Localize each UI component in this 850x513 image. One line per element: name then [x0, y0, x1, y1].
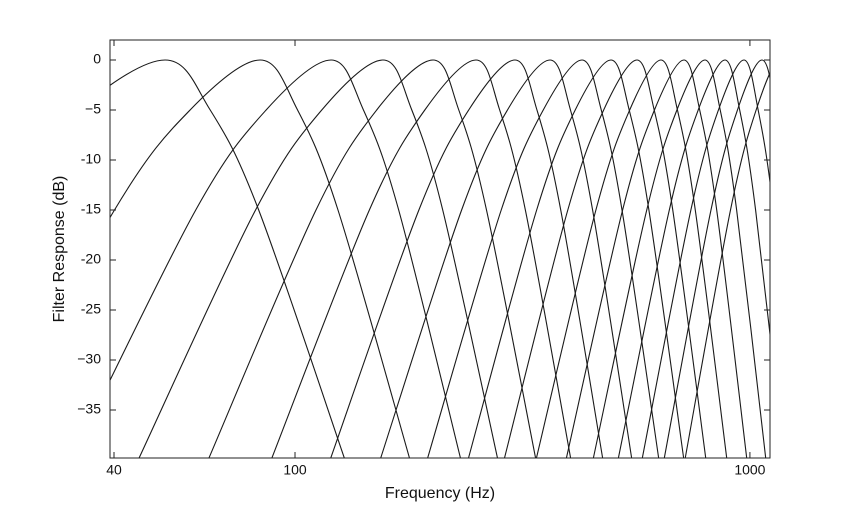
filter-curve — [535, 59, 728, 458]
y-tick-label: -25 — [81, 301, 101, 317]
curves — [110, 59, 770, 458]
filter-curve — [138, 59, 499, 458]
y-tick-label: −35 — [77, 401, 101, 417]
y-tick-label: -15 — [81, 201, 101, 217]
filter-curve — [467, 59, 685, 458]
filter-curve — [684, 71, 770, 458]
y-tick-label: -10 — [81, 151, 101, 167]
filter-curve — [110, 59, 345, 458]
filter-curve — [427, 59, 660, 458]
filter-curve — [592, 59, 767, 458]
filter-curve — [380, 59, 633, 458]
filter-curve — [208, 59, 537, 458]
filter-curve — [641, 59, 770, 458]
filter-curve — [110, 59, 462, 458]
y-tick-label: -20 — [81, 251, 101, 267]
x-tick-label: 100 — [283, 462, 307, 478]
filter-curve — [617, 59, 770, 458]
y-tick-label: −5 — [85, 101, 101, 117]
filter-curve — [330, 59, 604, 458]
y-axis-title: Filter Response (dB) — [51, 176, 68, 323]
y-tick-label: −30 — [77, 351, 101, 367]
plot-frame — [109, 39, 771, 459]
x-axis-title: Frequency (Hz) — [385, 485, 495, 502]
x-tick-label: 40 — [106, 462, 122, 478]
y-tick-label: 0 — [93, 51, 101, 67]
filter-curve — [271, 59, 572, 458]
filter-curve — [503, 59, 707, 458]
filter-curve — [663, 59, 770, 458]
x-tick-label: 1000 — [734, 462, 765, 478]
